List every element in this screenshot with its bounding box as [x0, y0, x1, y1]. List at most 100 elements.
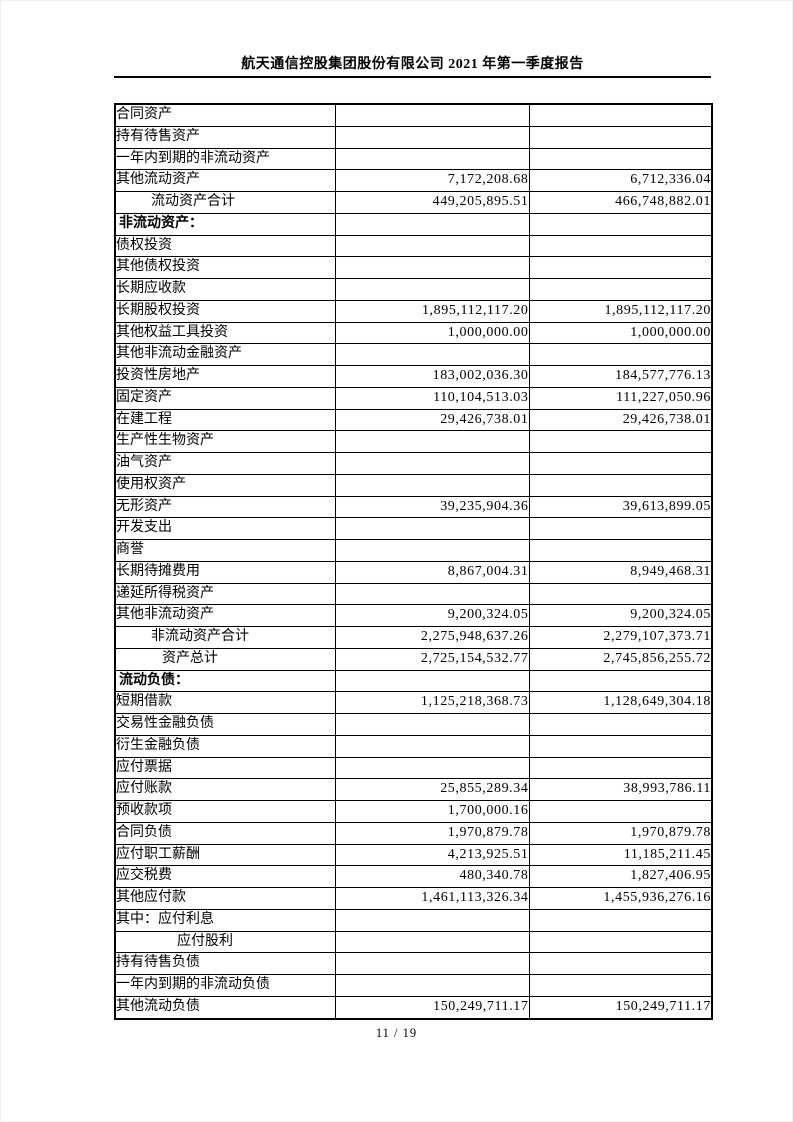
amount-column1-cell: [334, 952, 530, 975]
item-label-cell: 预收款项: [114, 800, 336, 823]
table-row: 其他流动负债 150,249,711.17 150,249,711.17: [114, 995, 713, 1020]
amount-column2-cell: [528, 234, 713, 258]
amount-column1-cell: [334, 147, 530, 171]
table-row: 固定资产 110,104,513.03 111,227,050.96: [114, 386, 713, 410]
amount-column2-cell: 1,827,406.95: [528, 865, 713, 888]
item-label-cell: 固定资产: [114, 386, 336, 410]
item-label-cell: 长期待摊费用: [114, 560, 336, 584]
item-label-cell: 流动负债：: [114, 669, 336, 693]
item-label-cell: 其他流动负债: [114, 995, 336, 1020]
item-label-cell: 其他非流动金融资产: [114, 343, 336, 366]
amount-column1-cell: 2,275,948,637.26: [334, 626, 530, 649]
amount-column1-cell: [334, 539, 530, 562]
table-row: 非流动资产：: [114, 212, 713, 236]
amount-column2-cell: [528, 952, 713, 975]
amount-column1-cell: [334, 125, 530, 149]
item-label-cell: 合同资产: [114, 103, 336, 127]
item-label-cell: 无形资产: [114, 495, 336, 519]
table-row: 预收款项 1,700,000.16: [114, 800, 713, 823]
amount-column1-cell: 9,200,324.05: [334, 604, 530, 627]
amount-column1-cell: 449,205,895.51: [334, 191, 530, 214]
table-row: 其中：应付利息: [114, 908, 713, 932]
amount-column2-cell: [528, 147, 713, 171]
table-row: 其他权益工具投资 1,000,000.00 1,000,000.00: [114, 321, 713, 345]
table-row: 非流动资产合计 2,275,948,637.26 2,279,107,373.71: [114, 626, 713, 649]
item-label-cell: 一年内到期的非流动负债: [114, 974, 336, 997]
item-label-cell: 衍生金融负债: [114, 734, 336, 758]
table-row: 资产总计 2,725,154,532.77 2,745,856,255.72: [114, 647, 713, 671]
amount-column2-cell: [528, 734, 713, 758]
item-label-cell: 合同负债: [114, 821, 336, 845]
table-row: 交易性金融负债: [114, 713, 713, 736]
amount-column2-cell: 29,426,738.01: [528, 408, 713, 432]
item-label-cell: 长期股权投资: [114, 299, 336, 323]
page-number: 11 / 19: [375, 1026, 418, 1040]
amount-column1-cell: [334, 234, 530, 258]
table-row: 使用权资产: [114, 473, 713, 497]
amount-column2-cell: 6,712,336.04: [528, 169, 713, 192]
table-row: 合同负债 1,970,879.78 1,970,879.78: [114, 821, 713, 845]
amount-column2-cell: [528, 125, 713, 149]
amount-column1-cell: [334, 473, 530, 497]
amount-column2-cell: 2,745,856,255.72: [528, 647, 713, 671]
item-label-cell: 其他权益工具投资: [114, 321, 336, 345]
amount-column2-cell: 111,227,050.96: [528, 386, 713, 410]
item-label-cell: 其中：应付利息: [114, 908, 336, 932]
amount-column1-cell: [334, 278, 530, 301]
amount-column2-cell: [528, 256, 713, 279]
amount-column1-cell: 150,249,711.17: [334, 995, 530, 1020]
table-row: 流动负债：: [114, 669, 713, 693]
amount-column1-cell: [334, 734, 530, 758]
amount-column1-cell: 183,002,036.30: [334, 365, 530, 388]
item-label-cell: 生产性生物资产: [114, 430, 336, 453]
table-row: 合同资产: [114, 103, 713, 127]
amount-column2-cell: 1,895,112,117.20: [528, 299, 713, 323]
amount-column2-cell: [528, 343, 713, 366]
amount-column1-cell: [334, 669, 530, 693]
amount-column2-cell: 8,949,468.31: [528, 560, 713, 584]
amount-column1-cell: 4,213,925.51: [334, 843, 530, 867]
amount-column1-cell: 480,340.78: [334, 865, 530, 888]
item-label-cell: 其他非流动资产: [114, 604, 336, 627]
title-divider-rule: [114, 76, 711, 78]
amount-column2-cell: [528, 103, 713, 127]
balance-sheet-table: 合同资产 持有待售资产 一年内到期的非流动资产 其他流动资产 7,172,208.68 6…: [114, 103, 713, 1020]
item-label-cell: 非流动资产合计: [114, 626, 336, 649]
amount-column1-cell: [334, 713, 530, 736]
table-row: 其他非流动金融资产: [114, 343, 713, 366]
table-row: 商誉: [114, 539, 713, 562]
table-row: 短期借款 1,125,218,368.73 1,128,649,304.18: [114, 691, 713, 714]
amount-column2-cell: 9,200,324.05: [528, 604, 713, 627]
item-label-cell: 其他债权投资: [114, 256, 336, 279]
table-row: 一年内到期的非流动资产: [114, 147, 713, 171]
table-row: 其他非流动资产 9,200,324.05 9,200,324.05: [114, 604, 713, 627]
amount-column1-cell: [334, 582, 530, 606]
item-label-cell: 其他流动资产: [114, 169, 336, 192]
amount-column2-cell: 150,249,711.17: [528, 995, 713, 1020]
item-label-cell: 资产总计: [114, 647, 336, 671]
amount-column1-cell: 39,235,904.36: [334, 495, 530, 519]
amount-column1-cell: 1,970,879.78: [334, 821, 530, 845]
amount-column1-cell: 8,867,004.31: [334, 560, 530, 584]
amount-column1-cell: 110,104,513.03: [334, 386, 530, 410]
amount-column1-cell: [334, 908, 530, 932]
item-label-cell: 油气资产: [114, 452, 336, 475]
amount-column1-cell: 1,000,000.00: [334, 321, 530, 345]
item-label-cell: 长期应收款: [114, 278, 336, 301]
amount-column1-cell: [334, 930, 530, 954]
table-row: 油气资产: [114, 452, 713, 475]
amount-column2-cell: [528, 930, 713, 954]
amount-column2-cell: [528, 669, 713, 693]
amount-column1-cell: [334, 343, 530, 366]
amount-column2-cell: [528, 430, 713, 453]
item-label-cell: 应付股利: [114, 930, 336, 954]
amount-column2-cell: [528, 974, 713, 997]
amount-column1-cell: 1,700,000.16: [334, 800, 530, 823]
item-label-cell: 短期借款: [114, 691, 336, 714]
amount-column2-cell: [528, 800, 713, 823]
table-row: 应付票据: [114, 756, 713, 780]
amount-column2-cell: [528, 517, 713, 540]
amount-column2-cell: 184,577,776.13: [528, 365, 713, 388]
item-label-cell: 应交税费: [114, 865, 336, 888]
